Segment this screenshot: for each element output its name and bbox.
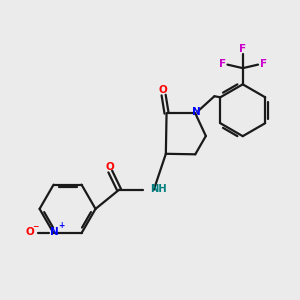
Text: O: O bbox=[105, 162, 114, 172]
Text: NH: NH bbox=[150, 184, 166, 194]
Text: F: F bbox=[239, 44, 246, 54]
Text: N: N bbox=[50, 227, 58, 237]
Text: O: O bbox=[26, 227, 34, 237]
Text: F: F bbox=[219, 59, 226, 69]
Text: F: F bbox=[260, 59, 267, 69]
Text: N: N bbox=[192, 107, 200, 117]
Text: −: − bbox=[32, 222, 38, 231]
Text: O: O bbox=[159, 85, 167, 95]
Text: +: + bbox=[58, 221, 64, 230]
